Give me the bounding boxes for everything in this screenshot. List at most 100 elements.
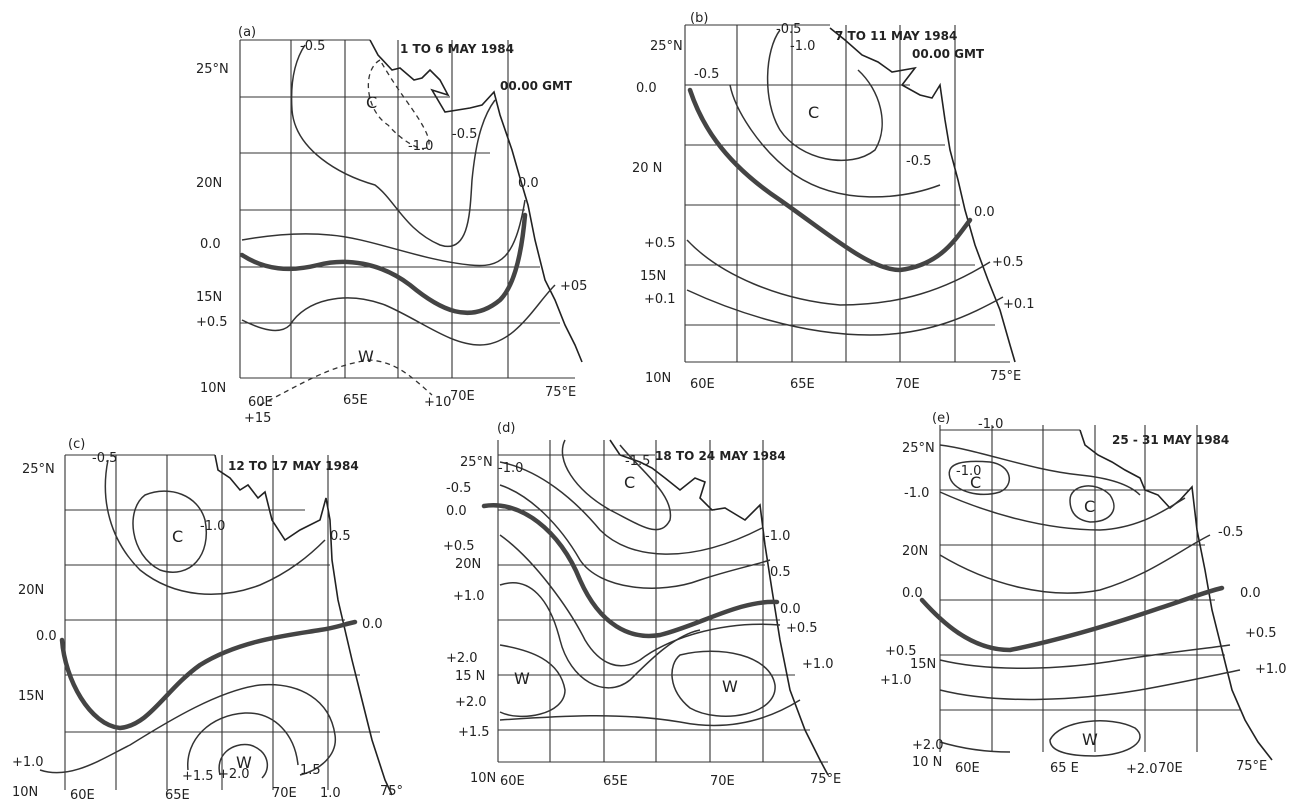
panel-c-lon-label: 70E (272, 786, 297, 799)
panel-b-time: 00.00 GMT (912, 47, 985, 61)
panel-d-contour-label: +2.0 (446, 651, 478, 666)
panel-b-tag: (b) (690, 11, 708, 26)
panel-c-contour-minus05 (104, 459, 326, 595)
panel-e-contour-label: 0.0 (1240, 586, 1261, 601)
panel-b-contour-plus01 (686, 289, 1004, 336)
panel-a-time: 00.00 GMT (500, 79, 573, 93)
panel-a-coastline (369, 39, 583, 363)
panel-d-contour-label: +0.5 (786, 621, 818, 636)
panel-a-contour-label: -1.0 (408, 139, 433, 154)
panel-d-contour-label: 0.0 (780, 602, 801, 617)
panel-d-contour-label: +0.5 (443, 539, 475, 554)
panel-a-contour-zero-upper (241, 199, 526, 267)
panel-e-contour-plus05 (939, 644, 1231, 669)
panel-a-contour-zero-thick (239, 212, 528, 316)
panel-c-lon-label: 75° (380, 784, 403, 799)
panel-d-contour-label: +1.0 (453, 589, 485, 604)
panel-c-contour-label: +2.0 (218, 767, 250, 782)
panel-a-contour-minus05 (290, 44, 496, 248)
panel-b-lat-label: 20 N (632, 161, 662, 176)
panel-e-contour-minus10-mid (1069, 485, 1115, 523)
panel-e-contour-label: 0.0 (902, 586, 923, 601)
panel-d-contour-minus15 (561, 439, 672, 531)
panel-d-contour-label: +2.0 (455, 695, 487, 710)
panel-b-coastline (829, 27, 1016, 363)
panel-d-lat-label: 10N (470, 771, 496, 786)
panel-b-contour-label: +0.5 (644, 236, 676, 251)
panel-c-tag: (c) (68, 437, 85, 452)
panel-b-contour-label: +0.5 (992, 255, 1024, 270)
panel-d-lon-label: 75°E (810, 772, 841, 787)
panel-a-contour-label: +10 (424, 395, 451, 410)
panel-b-contour-minus10 (766, 29, 883, 162)
panel-a-grid (239, 39, 575, 379)
panel-d-contour-label: +1.0 (802, 657, 834, 672)
panel-d-contour-zero-thick (481, 502, 780, 639)
panel-a-lat-label: 25°N (196, 62, 229, 77)
panel-e-lon-label: 75°E (1236, 759, 1267, 774)
panel-b-contour-label: -0.5 (776, 22, 801, 37)
panel-e-contour-label: +2.0 (1126, 762, 1158, 777)
panel-c-contour-label: +1.0 (12, 755, 44, 770)
panel-a-contour-label: +0.5 (196, 315, 228, 330)
panel-d-lon-label: 70E (710, 774, 735, 789)
panel-d-warm-marker-right: W (722, 677, 738, 696)
panel-e-contour-warm (1049, 720, 1141, 757)
panel-b-grid (684, 24, 1010, 363)
panel-b-contour-minus05 (729, 84, 941, 198)
panel-e-contour-label: +1.0 (1255, 662, 1287, 677)
panel-e-tag: (e) (932, 411, 950, 426)
panel-c-grid (64, 454, 380, 790)
panel-e-lat-label: 10 N (912, 755, 942, 770)
panel-d-lat-label: 25°N (460, 455, 493, 470)
panel-e-contour-label: -0.5 (1218, 525, 1243, 540)
panel-c-lat-label: 10N (12, 785, 38, 799)
panel-d-tag: (d) (497, 421, 515, 436)
panel-c-contour-label: -1.0 (200, 519, 225, 534)
panel-e-contour-zero-thick (919, 585, 1225, 653)
panel-a-contour-label: -0.5 (452, 127, 477, 142)
panel-d-contour-label: -0.5 (446, 481, 471, 496)
panel-b-contour-label: +0.1 (644, 292, 676, 307)
panel-d-contour-label: 0.5 (770, 565, 791, 580)
panel-a-lon-label: 70E (450, 389, 475, 404)
panel-d: (d) 18 TO 24 MAY 1984 25°N 20N 15 N 10N … (443, 421, 841, 789)
panel-b-contour-label: +0.1 (1003, 297, 1035, 312)
panel-d-date: 18 TO 24 MAY 1984 (655, 449, 786, 463)
panel-b-lat-label: 25°N (650, 39, 683, 54)
panel-e-lon-label: 60E (955, 761, 980, 776)
panel-c-contour-plus10 (39, 683, 336, 776)
panel-e-coastline (1079, 429, 1273, 761)
panel-b-date: 7 TO 11 MAY 1984 (835, 29, 957, 43)
panel-e-contour-label: +1.0 (880, 673, 912, 688)
panel-c-coastline (214, 454, 393, 796)
panel-e-lat-label: 25°N (902, 441, 935, 456)
panel-a-cold-marker: C (366, 93, 377, 112)
panel-e-contour-plus10 (939, 669, 1241, 701)
panel-c: (c) 12 TO 17 MAY 1984 25°N 20N 15N 10N 6… (12, 437, 403, 799)
panel-d-contour-label: +1.5 (458, 725, 490, 740)
panel-e-contour-minus05 (939, 534, 1211, 594)
panel-c-warm-marker: W (236, 753, 252, 772)
panel-d-contour-plus15 (499, 699, 801, 727)
panel-a-warm-marker: W (358, 347, 374, 366)
panel-a-contour-label: +05 (560, 279, 587, 294)
panel-c-contour-label: 1.0 (320, 786, 341, 799)
panel-d-lon-label: 65E (603, 774, 628, 789)
panel-e-contour-label: -1.0 (956, 464, 981, 479)
panel-b-contour-label: -0.5 (694, 67, 719, 82)
panel-b-contour-label: 0.0 (636, 81, 657, 96)
panel-c-contour-label: 0.0 (362, 617, 383, 632)
panel-a-contour-label: 0.0 (518, 176, 539, 191)
panel-c-cold-marker: C (172, 527, 183, 546)
panel-e-contour-label: -1.0 (978, 417, 1003, 432)
panel-d-cold-marker: C (624, 473, 635, 492)
panel-d-lat-label: 15 N (455, 669, 485, 684)
panel-e-cold-marker-mid: C (1084, 497, 1095, 516)
panel-a-lat-label: 15N (196, 290, 222, 305)
panel-c-lon-label: 60E (70, 788, 95, 799)
panel-e-lon-label: 65 E (1050, 761, 1079, 776)
panel-d-contour-warm-left (499, 644, 566, 718)
panel-a-lon-label: 65E (343, 393, 368, 408)
panel-b-lon-label: 75°E (990, 369, 1021, 384)
